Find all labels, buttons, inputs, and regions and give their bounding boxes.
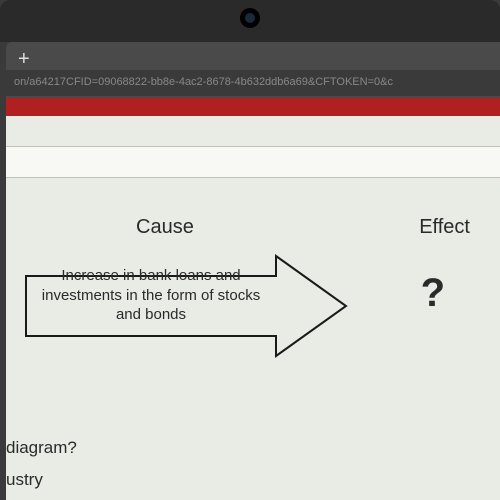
new-tab-icon[interactable]: + [18,48,30,71]
url-bar[interactable]: on/a64217CFID=09068822-bb8e-4ac2-8678-4b… [6,70,500,96]
question-fragment-1: diagram? [6,438,77,458]
camera [240,8,260,28]
laptop-frame [0,0,500,42]
effect-placeholder: ? [421,271,445,316]
cause-text: Increase in bank loans and investments i… [36,266,266,325]
cause-heading: Cause [136,216,194,239]
toolbar-band [6,146,500,178]
camera-lens [245,13,255,23]
effect-heading: Effect [419,216,470,239]
browser-chrome: + on/a64217CFID=09068822-bb8e-4ac2-8678-… [6,42,500,98]
cause-effect-diagram: Cause Effect Increase in bank loans and … [6,216,500,396]
red-banner [6,98,500,116]
question-fragment-2: ustry [6,470,43,490]
content-area: Cause Effect Increase in bank loans and … [6,116,500,500]
